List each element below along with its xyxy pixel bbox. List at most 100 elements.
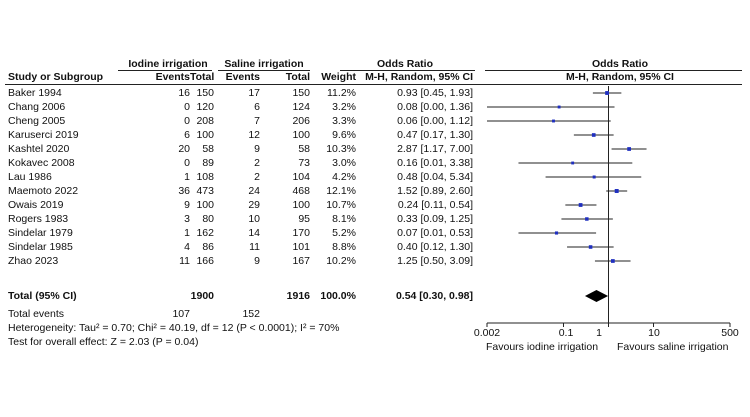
study-name: Rogers 1983 [8, 213, 69, 225]
weight: 5.2% [332, 227, 356, 239]
events-saline: 17 [248, 87, 260, 99]
study-name: Maemoto 2022 [8, 185, 79, 197]
events-saline: 6 [254, 101, 260, 113]
weight: 9.6% [332, 129, 356, 141]
weight: 10.2% [326, 255, 356, 267]
events-iodine: 16 [178, 87, 190, 99]
study-marker [554, 231, 559, 235]
weight: 3.0% [332, 157, 356, 169]
events-saline: 9 [254, 143, 260, 155]
total-saline: 95 [298, 213, 310, 225]
total-saline: 170 [292, 227, 310, 239]
odds-ratio-ci: 1.25 [0.50, 3.09] [397, 255, 473, 267]
total-events-label: Total events [8, 308, 65, 320]
total-or-ci: 0.54 [0.30, 0.98] [395, 290, 473, 302]
events-iodine: 1 [184, 227, 190, 239]
odds-ratio-ci: 0.16 [0.01, 3.38] [397, 157, 473, 169]
weight: 3.3% [332, 115, 356, 127]
study-marker [585, 217, 589, 221]
study-marker [627, 147, 631, 151]
total-saline: 124 [292, 101, 310, 113]
events-iodine: 4 [184, 241, 190, 253]
total-saline: 58 [298, 143, 310, 155]
events-saline: 24 [248, 185, 260, 197]
study-marker [591, 133, 596, 137]
or-column-title: Odds Ratio [376, 58, 433, 70]
tick-label-4: 500 [721, 327, 739, 339]
saline-header-rule [218, 70, 310, 71]
events-iodine: 20 [178, 143, 190, 155]
favours-left-label: Favours iodine irrigation [486, 341, 599, 353]
weight: 10.7% [326, 199, 356, 211]
study-marker [552, 119, 555, 123]
odds-ratio-ci: 0.40 [0.12, 1.30] [397, 241, 473, 253]
study-marker [578, 203, 583, 207]
study-marker [588, 245, 593, 249]
total-iodine: 162 [196, 227, 214, 239]
total-iodine: 86 [202, 241, 214, 253]
study-name: Karuserci 2019 [8, 129, 79, 141]
total-iodine: 89 [202, 157, 214, 169]
study-marker [614, 189, 619, 193]
plot-header-rule [485, 70, 742, 71]
events-saline: 29 [248, 199, 260, 211]
events-iodine: 0 [184, 101, 190, 113]
header-bottom-rule [5, 84, 742, 85]
col-weight-header: Weight [321, 71, 356, 83]
total-iodine: 208 [196, 115, 214, 127]
total-saline: 100 [292, 129, 310, 141]
events-saline: 2 [254, 157, 260, 169]
plot-method-header: M-H, Random, 95% CI [566, 71, 674, 83]
saline-group-header: Saline irrigation [224, 58, 304, 70]
weight: 8.1% [332, 213, 356, 225]
events-saline: 7 [254, 115, 260, 127]
study-name: Kashtel 2020 [8, 143, 70, 155]
events-saline: 2 [254, 171, 260, 183]
events-iodine: 1 [184, 171, 190, 183]
study-name: Kokavec 2008 [8, 157, 75, 169]
weight: 8.8% [332, 241, 356, 253]
total-saline: 150 [292, 87, 310, 99]
study-marker [592, 175, 596, 179]
events-iodine: 0 [184, 157, 190, 169]
total-saline: 167 [292, 255, 310, 267]
or-method-header: M-H, Random, 95% CI [365, 71, 473, 83]
events-iodine: 6 [184, 129, 190, 141]
total-saline-n: 1916 [286, 290, 310, 302]
tick-label-3: 10 [648, 327, 660, 339]
events-iodine: 36 [178, 185, 190, 197]
odds-ratio-ci: 0.08 [0.00, 1.36] [397, 101, 473, 113]
total-iodine: 100 [196, 199, 214, 211]
col-events2-header: Events [225, 71, 260, 83]
tick-label-0: 0.002 [473, 327, 501, 339]
col-study-header: Study or Subgroup [8, 71, 104, 83]
iodine-group-header: Iodine irrigation [128, 58, 208, 70]
favours-right-label: Favours saline irrigation [617, 341, 729, 353]
total-label: Total (95% CI) [8, 290, 77, 302]
events-iodine: 11 [179, 255, 190, 267]
odds-ratio-ci: 0.47 [0.17, 1.30] [397, 129, 473, 141]
total-saline: 206 [292, 115, 310, 127]
heterogeneity-text: Heterogeneity: Tau² = 0.70; Chi² = 40.19… [8, 322, 340, 334]
col-events1-header: Events [155, 71, 190, 83]
study-name: Chang 2006 [8, 101, 66, 113]
events-iodine: 9 [184, 199, 190, 211]
overall-effect-text: Test for overall effect: Z = 2.03 (P = 0… [8, 336, 199, 348]
study-name: Owais 2019 [8, 199, 64, 211]
study-name: Baker 1994 [8, 87, 62, 99]
weight: 11.2% [327, 87, 356, 99]
events-saline: 9 [254, 255, 260, 267]
col-total1-header: Total [190, 71, 215, 83]
total-iodine: 100 [196, 129, 214, 141]
odds-ratio-ci: 0.93 [0.45, 1.93] [397, 87, 473, 99]
total-iodine: 150 [196, 87, 214, 99]
study-marker [557, 105, 561, 109]
odds-ratio-ci: 0.24 [0.11, 0.54] [397, 199, 473, 211]
odds-ratio-ci: 0.48 [0.04, 5.34] [397, 171, 473, 183]
events-saline: 14 [248, 227, 260, 239]
study-marker [571, 161, 575, 165]
total-weight: 100.0% [320, 290, 356, 302]
events-saline: 11 [249, 241, 260, 253]
plot-title: Odds Ratio [591, 58, 648, 70]
